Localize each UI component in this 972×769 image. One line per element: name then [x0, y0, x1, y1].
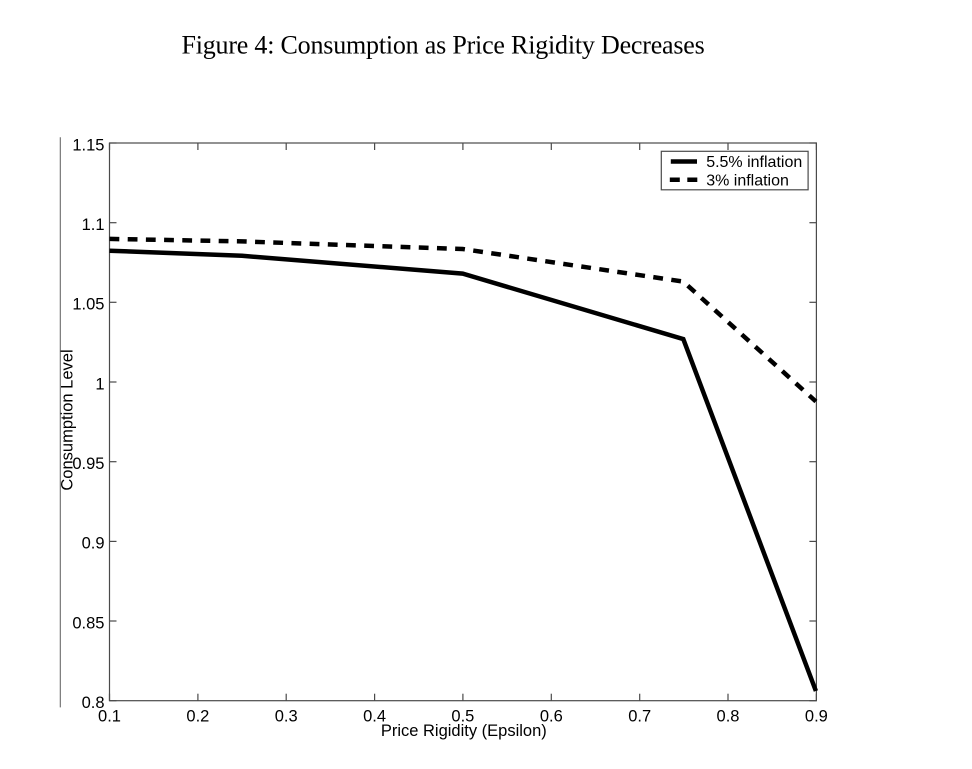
- svg-text:Consumption Level: Consumption Level: [59, 349, 77, 490]
- svg-text:5.5% inflation: 5.5% inflation: [706, 154, 802, 171]
- svg-text:0.4: 0.4: [363, 707, 386, 725]
- svg-text:0.9: 0.9: [82, 535, 105, 553]
- svg-text:Price Rigidity (Epsilon): Price Rigidity (Epsilon): [381, 722, 547, 740]
- svg-text:0.6: 0.6: [540, 707, 563, 725]
- svg-text:3% inflation: 3% inflation: [706, 172, 789, 189]
- svg-text:1.1: 1.1: [82, 216, 105, 234]
- svg-text:0.9: 0.9: [805, 707, 828, 725]
- svg-text:0.5: 0.5: [451, 707, 474, 725]
- svg-text:0.3: 0.3: [275, 707, 298, 725]
- svg-text:0.7: 0.7: [628, 707, 651, 725]
- svg-text:0.95: 0.95: [72, 455, 104, 473]
- svg-text:0.8: 0.8: [82, 694, 105, 712]
- svg-text:0.8: 0.8: [717, 707, 740, 725]
- svg-text:1.05: 1.05: [72, 296, 104, 314]
- svg-text:Figure 4: Consumption as Price: Figure 4: Consumption as Price Rigidity …: [181, 31, 704, 60]
- svg-text:0.85: 0.85: [72, 614, 104, 632]
- svg-text:0.2: 0.2: [186, 707, 209, 725]
- svg-text:0.1: 0.1: [98, 707, 121, 725]
- svg-text:1: 1: [95, 375, 104, 393]
- svg-text:1.15: 1.15: [72, 136, 104, 154]
